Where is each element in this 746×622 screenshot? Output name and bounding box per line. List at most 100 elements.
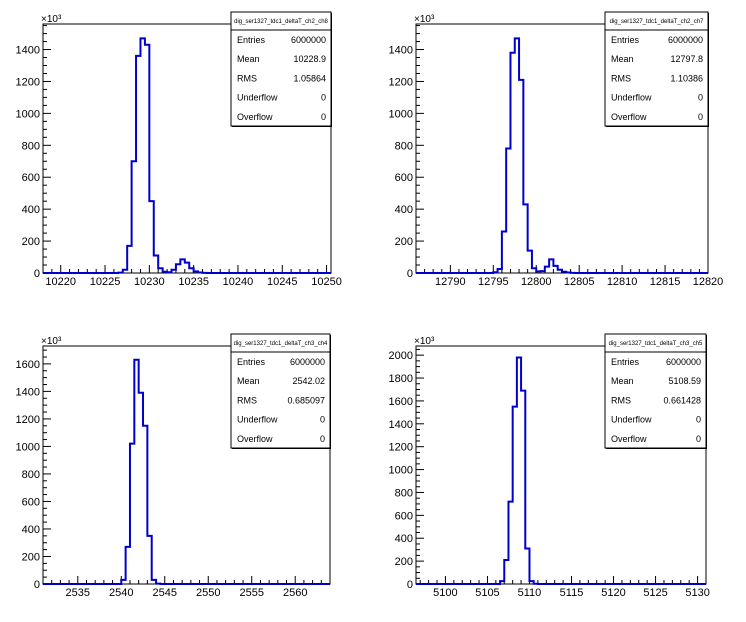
stats-title: dig_ser1327_tdc1_deltaT_ch2_ch7	[610, 19, 704, 25]
x-tick-label: 10245	[267, 276, 298, 288]
stats-box	[604, 11, 709, 127]
x-tick-label: 10240	[223, 276, 254, 288]
stats-value: 12797.8	[670, 54, 703, 64]
y-tick-label: 1000	[389, 108, 413, 120]
y-tick-label: 400	[22, 204, 40, 216]
stats-title: dig_ser1327_tdc1_deltaT_ch3_ch5	[609, 341, 703, 347]
stats-label: Entries	[237, 35, 266, 45]
stats-value: 6000000	[291, 35, 326, 45]
y-exponent-label: ×10³	[41, 14, 62, 25]
y-tick-label: 1200	[389, 442, 413, 454]
y-tick-label: 800	[22, 469, 40, 481]
stats-label: RMS	[611, 395, 631, 405]
x-tick-label: 2560	[283, 587, 307, 599]
stats-label: RMS	[237, 395, 257, 405]
stats-label: Mean	[611, 376, 634, 386]
stats-label: Overflow	[611, 112, 647, 122]
stats-value: 6000000	[668, 35, 703, 45]
y-tick-label: 400	[395, 204, 413, 216]
stats-title: dig_ser1327_tdc1_deltaT_ch2_ch8	[234, 19, 328, 25]
stats-value: 0	[321, 112, 326, 122]
y-tick-label: 400	[22, 524, 40, 536]
x-tick-label: 2535	[66, 587, 90, 599]
y-tick-label: 800	[22, 140, 40, 152]
stats-value: 0	[321, 93, 326, 103]
y-exponent-label: ×10³	[41, 336, 62, 347]
y-tick-label: 1000	[389, 465, 413, 477]
y-tick-label: 600	[22, 172, 40, 184]
stats-title: dig_ser1327_tdc1_deltaT_ch3_ch4	[234, 341, 328, 347]
stats-value: 1.05864	[293, 73, 326, 83]
x-tick-label: 10230	[134, 276, 165, 288]
x-tick-label: 10235	[178, 276, 209, 288]
y-tick-label: 0	[34, 579, 40, 591]
x-tick-label: 12800	[521, 276, 552, 288]
x-tick-label: 12805	[564, 276, 595, 288]
x-tick-label: 2545	[153, 587, 177, 599]
y-tick-label: 1400	[389, 45, 413, 57]
stats-value: 5108.59	[668, 376, 701, 386]
x-tick-label: 12815	[650, 276, 681, 288]
x-tick-label: 2540	[109, 587, 133, 599]
histogram-pad-4: 0 200 400 600 800 1000 1200 1400 1600 1800 2000 510…	[389, 333, 710, 599]
histogram-line	[416, 356, 706, 585]
stats-value: 0.661428	[663, 395, 701, 405]
x-tick-label: 12790	[435, 276, 466, 288]
x-tick-label: 5110	[518, 587, 542, 599]
y-tick-label: 600	[22, 496, 40, 508]
stats-label: RMS	[237, 73, 257, 83]
x-tick-label: 10250	[311, 276, 342, 288]
stats-box	[604, 333, 707, 449]
y-tick-label: 1800	[389, 373, 413, 385]
x-tick-label: 2555	[239, 587, 263, 599]
y-tick-label: 1000	[16, 108, 40, 120]
y-tick-label: 1400	[16, 386, 40, 398]
stats-value: 0.685097	[287, 395, 325, 405]
x-tick-label: 12795	[478, 276, 509, 288]
stats-value: 10228.9	[293, 54, 326, 64]
plot-frame	[42, 23, 332, 274]
y-tick-label: 0	[34, 268, 40, 280]
y-tick-label: 200	[395, 556, 413, 568]
y-tick-label: 600	[395, 510, 413, 522]
y-tick-label: 200	[395, 236, 413, 248]
stats-label: Entries	[611, 35, 640, 45]
stats-label: Mean	[237, 376, 260, 386]
y-tick-label: 1400	[389, 419, 413, 431]
y-exponent-label: ×10³	[414, 14, 435, 25]
x-tick-label: 5130	[685, 587, 709, 599]
stats-label: Overflow	[237, 434, 273, 444]
x-tick-label: 12810	[607, 276, 638, 288]
stats-value: 6000000	[666, 357, 701, 367]
stats-label: Entries	[611, 357, 640, 367]
stats-value: 6000000	[290, 357, 325, 367]
y-tick-label: 800	[395, 140, 413, 152]
y-tick-label: 1200	[16, 76, 40, 88]
stats-box	[230, 333, 331, 449]
stats-label: Overflow	[237, 112, 273, 122]
y-tick-label: 1600	[16, 359, 40, 371]
y-tick-label: 1400	[16, 45, 40, 57]
x-tick-label: 5100	[433, 587, 457, 599]
histogram-pad-1: 0 200 400 600 800 1000 1200 1400 10220 10225 10230…	[16, 11, 342, 288]
stats-label: RMS	[611, 73, 631, 83]
y-tick-label: 800	[395, 487, 413, 499]
x-tick-label: 2550	[196, 587, 220, 599]
stats-label: Entries	[237, 357, 266, 367]
stats-value: 0	[696, 434, 701, 444]
y-tick-label: 200	[22, 236, 40, 248]
histogram-pad-3: 0 200 400 600 800 1000 1200 1400 1600 2535 2540 254…	[16, 333, 331, 599]
y-tick-label: 400	[395, 533, 413, 545]
stats-label: Mean	[611, 54, 634, 64]
stats-value: 0	[320, 415, 325, 425]
stats-label: Underflow	[611, 93, 652, 103]
x-tick-label: 5105	[475, 587, 499, 599]
histogram-pad-2: 0 200 400 600 800 1000 1200 1400 12790 12795 12800…	[389, 11, 724, 288]
x-tick-label: 5125	[643, 587, 667, 599]
y-tick-label: 1000	[16, 441, 40, 453]
histogram-line	[416, 37, 708, 274]
stats-label: Overflow	[611, 434, 647, 444]
y-tick-label: 200	[22, 551, 40, 563]
stats-value: 0	[698, 112, 703, 122]
x-tick-label: 12820	[693, 276, 724, 288]
